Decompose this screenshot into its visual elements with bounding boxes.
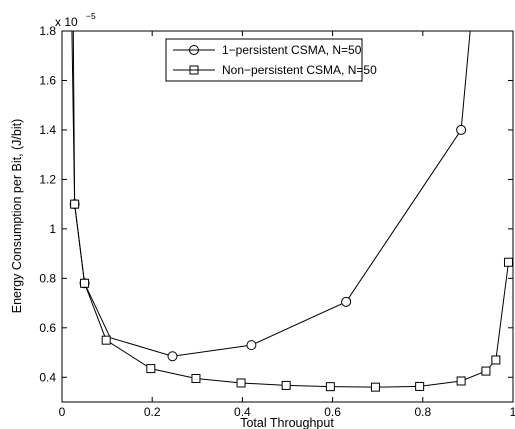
x-tick-label: 0.6 (324, 405, 341, 419)
x-tick-label: 0 (59, 405, 66, 419)
data-point-square (415, 381, 425, 391)
y-tick-label: 1.6 (39, 73, 56, 87)
axis-ticks (61, 30, 514, 402)
data-point-square (101, 335, 111, 345)
legend-label-1: 1−persistent CSMA, N=50 (222, 43, 362, 57)
data-point-square (491, 355, 501, 365)
x-tick-label: 0.8 (414, 405, 431, 419)
x-tick-label: 1 (510, 405, 515, 419)
y-tick-label: 1.8 (39, 24, 56, 38)
x-tick-label: 0.2 (144, 405, 161, 419)
y-axis-label: Energy Consumption per Bit, (J/bit) (10, 119, 24, 314)
data-point-square (456, 376, 466, 386)
data-point-circle (341, 296, 352, 307)
data-point-circle (246, 340, 257, 351)
data-point-circle (456, 124, 467, 135)
series-layer (69, 31, 513, 392)
data-point-square (80, 278, 90, 288)
legend-box (165, 38, 363, 82)
data-point-square (146, 364, 156, 374)
x-axis-label: Total Throughput (240, 416, 334, 429)
series-2 (70, 31, 513, 392)
y-scale-exponent: x 10 −5 (55, 11, 96, 29)
legend-marker-circle (189, 45, 199, 55)
legend-marker-square (189, 65, 199, 75)
y-tick-label: 0.8 (39, 271, 56, 285)
y-tick-label: 0.6 (39, 321, 56, 335)
data-point-circle (167, 351, 178, 362)
data-point-square (370, 382, 380, 392)
data-point-square (70, 199, 80, 209)
plot-frame (61, 30, 514, 403)
y-tick-label: 1 (49, 222, 56, 236)
data-point-square (236, 378, 246, 388)
tick-labels: 0 0.2 0.4 0.6 0.8 1 0.4 0.6 0.8 1 1.2 1.4 1.6 1.8 (39, 24, 515, 419)
legend: 1−persistent CSMA, N=50 Non−persistent C… (165, 38, 377, 82)
data-point-square (281, 380, 291, 390)
data-point-square (191, 374, 201, 384)
y-tick-label: 1.4 (39, 123, 56, 137)
y-tick-label: 1.2 (39, 172, 56, 186)
legend-label-2: Non−persistent CSMA, N=50 (222, 63, 377, 77)
data-point-square (481, 366, 491, 376)
data-point-square (503, 257, 513, 267)
data-point-square (325, 382, 335, 392)
y-scale-power: −5 (86, 11, 96, 21)
y-tick-label: 0.4 (39, 370, 56, 384)
y-scale-prefix: x 10 (55, 15, 78, 29)
series-line (71, 31, 509, 388)
x-tick-label: 0.4 (234, 405, 251, 419)
